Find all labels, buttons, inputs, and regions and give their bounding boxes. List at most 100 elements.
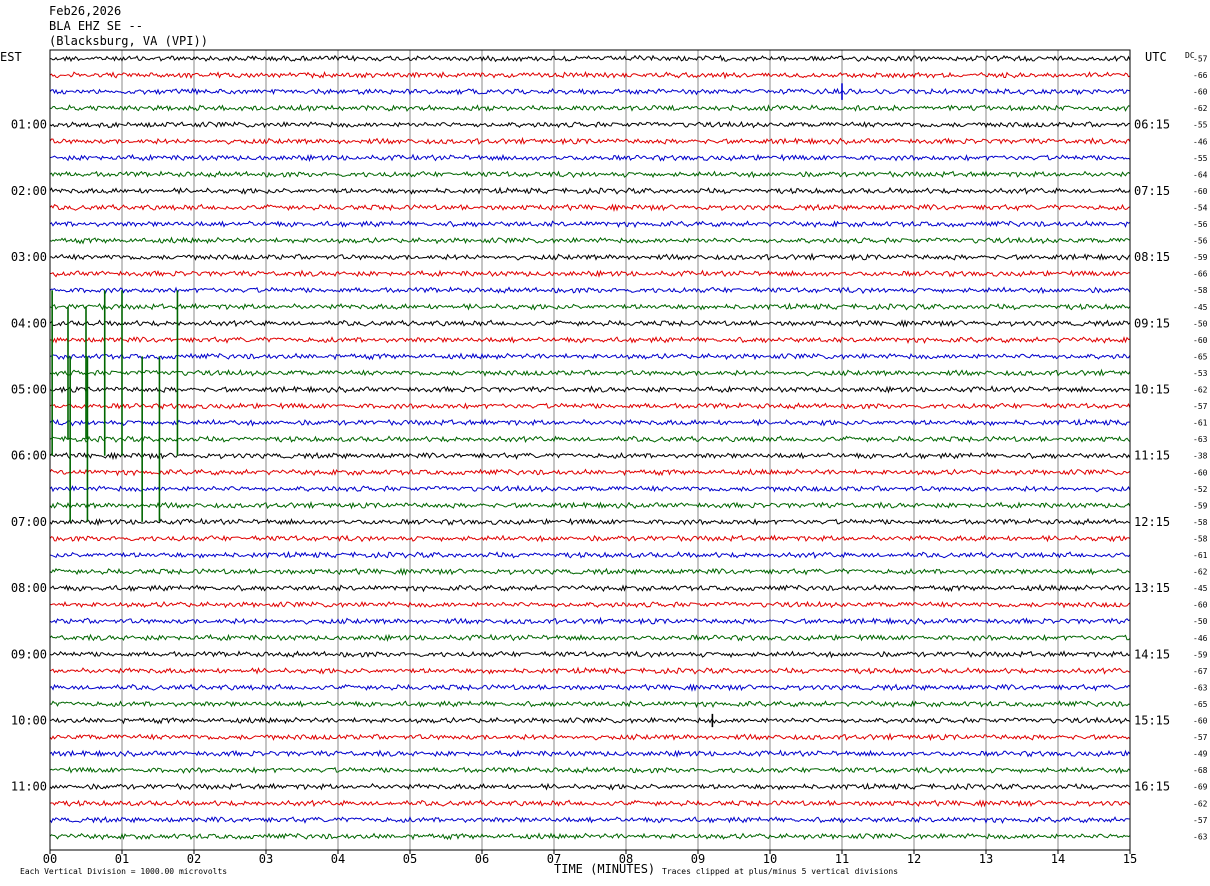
x-tick-label: 06	[475, 852, 489, 866]
est-hour-labels: 01:00 02:00 03:00 04:00 05:00 06:00 07:00 08:00…	[11, 118, 47, 794]
dc-offset-row-5: -55	[1193, 121, 1208, 130]
dc-offset-row-40: -65	[1193, 700, 1208, 709]
station-location: (Blacksburg, VA (VPI))	[49, 34, 208, 48]
dc-offset-row-25: -38	[1193, 452, 1208, 461]
trace-row-15	[49, 286, 1131, 295]
trace-row-5	[49, 120, 1131, 129]
utc-hour-label: 08:15	[1134, 250, 1170, 264]
trace-row-27	[49, 484, 1131, 493]
dc-offset-row-48: -63	[1193, 832, 1208, 841]
trace-row-17	[49, 319, 1131, 328]
dc-offset-row-1: -57	[1193, 55, 1208, 64]
dc-offset-row-2: -66	[1193, 71, 1208, 80]
dc-offset-row-14: -66	[1193, 270, 1208, 279]
seismic-traces	[49, 54, 1131, 841]
x-tick-label: 02	[187, 852, 201, 866]
trace-row-32	[49, 567, 1131, 577]
est-hour-label: 10:00	[11, 714, 47, 728]
dc-offset-row-20: -53	[1193, 369, 1208, 378]
trace-row-34	[50, 600, 1131, 609]
dc-offset-row-32: -62	[1193, 568, 1208, 577]
dc-offset-row-47: -57	[1193, 816, 1208, 825]
dc-offset-row-10: -54	[1193, 203, 1208, 212]
dc-offset-row-42: -57	[1193, 733, 1208, 742]
plot-frame	[49, 49, 1131, 854]
dc-column-label: DC	[1185, 51, 1195, 60]
utc-hour-labels: 06:15 07:15 08:15 09:15 10:15 11:15 12:15 13:15…	[1134, 118, 1170, 794]
trace-row-20	[49, 368, 1131, 377]
est-hour-label: 02:00	[11, 184, 47, 198]
trace-row-48	[49, 832, 1131, 841]
est-hour-label: 06:00	[11, 449, 47, 463]
dc-offset-row-38: -67	[1193, 667, 1208, 676]
trace-row-44	[49, 766, 1131, 775]
vertical-gridlines	[121, 50, 1059, 850]
trace-row-10	[49, 203, 1131, 212]
dc-offset-row-44: -68	[1193, 766, 1208, 775]
trace-row-24	[49, 435, 1131, 444]
x-tick-label: 05	[403, 852, 417, 866]
trace-row-41	[49, 716, 1131, 725]
trace-row-47	[49, 815, 1131, 824]
dc-offset-row-24: -63	[1193, 435, 1208, 444]
trace-row-22	[49, 402, 1131, 410]
trace-row-18	[49, 336, 1131, 344]
x-tick-label: 03	[259, 852, 273, 866]
dc-offset-row-12: -56	[1193, 237, 1208, 246]
trace-row-14	[49, 269, 1130, 278]
trace-row-36	[49, 633, 1131, 642]
dc-offset-row-3: -60	[1193, 88, 1208, 97]
trace-row-11	[49, 220, 1131, 229]
dc-offset-row-33: -45	[1193, 584, 1208, 593]
est-hour-label: 01:00	[11, 118, 47, 132]
trace-row-45	[49, 782, 1131, 791]
est-hour-label: 11:00	[11, 780, 47, 794]
trace-row-1	[49, 54, 1131, 63]
trace-row-30	[49, 534, 1131, 543]
utc-hour-label: 13:15	[1134, 581, 1170, 595]
trace-row-21	[49, 385, 1131, 394]
dc-offset-row-36: -46	[1193, 634, 1208, 643]
dc-offset-row-31: -61	[1193, 551, 1208, 560]
dc-offset-row-35: -50	[1193, 617, 1208, 626]
est-hour-label: 04:00	[11, 316, 47, 330]
vertical-division-note: Each Vertical Division = 1000.00 microvo…	[20, 867, 227, 876]
dc-offset-row-9: -60	[1193, 187, 1208, 196]
dc-offset-row-13: -59	[1193, 253, 1208, 262]
trace-row-29	[49, 517, 1131, 527]
utc-axis-label: UTC	[1145, 50, 1167, 64]
dc-offset-row-21: -62	[1193, 386, 1208, 395]
est-hour-label: 08:00	[11, 581, 47, 595]
trace-row-7	[49, 153, 1131, 163]
utc-hour-label: 09:15	[1134, 316, 1170, 330]
x-tick-labels: 00 01 02 03 04 05 06 07 08 09 10 11 12 13 14 15	[43, 852, 1137, 866]
dc-offset-row-17: -50	[1193, 319, 1208, 328]
trace-row-8	[49, 170, 1131, 179]
trace-row-31	[49, 550, 1131, 559]
plot-date: Feb26,2026	[49, 4, 122, 18]
dc-offset-row-43: -49	[1193, 750, 1208, 759]
dc-offset-row-45: -69	[1193, 783, 1208, 792]
x-tick-label: 12	[907, 852, 921, 866]
est-axis-label: EST	[0, 50, 22, 64]
trace-row-46	[49, 799, 1131, 808]
trace-row-3	[49, 87, 1131, 96]
trace-row-12	[49, 236, 1131, 245]
trace-row-19	[49, 352, 1131, 361]
trace-row-2	[49, 70, 1131, 80]
trace-row-6	[49, 136, 1131, 146]
dc-offset-row-16: -45	[1193, 303, 1208, 312]
dc-offset-row-37: -59	[1193, 650, 1208, 659]
dc-offset-row-4: -62	[1193, 104, 1208, 113]
x-tick-label: 08	[619, 852, 633, 866]
plot-border	[49, 49, 1131, 851]
dc-offset-row-26: -60	[1193, 468, 1208, 477]
dc-offset-row-22: -57	[1193, 402, 1208, 411]
trace-row-25	[49, 451, 1131, 461]
trace-row-9	[49, 186, 1131, 195]
trace-row-40	[49, 700, 1131, 709]
x-axis-title: TIME (MINUTES)	[554, 862, 655, 876]
utc-hour-label: 16:15	[1134, 780, 1170, 794]
x-tick-label: 00	[43, 852, 57, 866]
